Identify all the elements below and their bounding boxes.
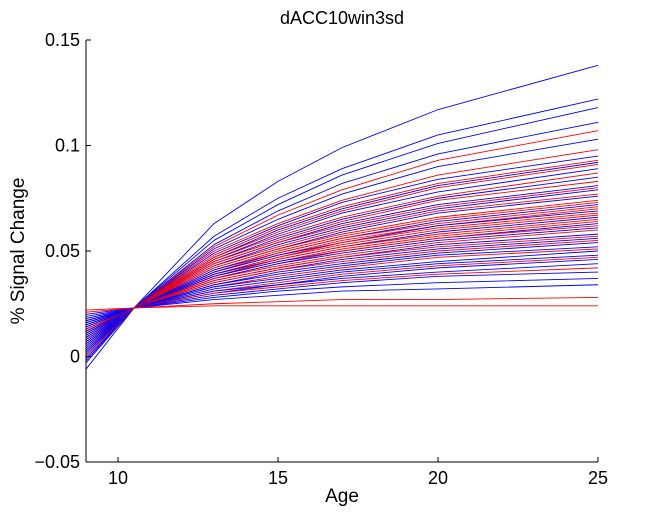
x-ticks: 10 15 20 25 [108,457,608,488]
x-tick-label: 15 [268,468,288,488]
series-line-red-25 [85,305,598,311]
y-tick-label: 0.15 [45,30,80,50]
x-tick-label: 10 [108,468,128,488]
y-tick-label: 0 [70,347,80,367]
x-axis-label: Age [325,486,359,507]
y-ticks: −0.05 0 0.05 0.1 0.15 [34,30,91,472]
y-tick-label: −0.05 [34,452,80,472]
y-axis-label: % Signal Change [8,178,29,325]
y-tick-label: 0.05 [45,241,80,261]
x-tick-label: 20 [428,468,448,488]
x-tick-label: 25 [588,468,608,488]
chart-title: dACC10win3sd [280,8,404,28]
series-layer [85,64,599,370]
y-tick-label: 0.1 [55,136,80,156]
